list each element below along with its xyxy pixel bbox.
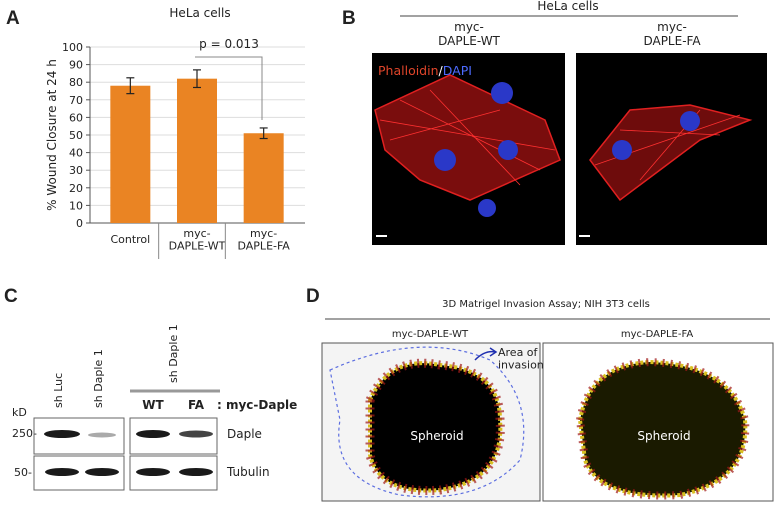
marker-label: 250-: [12, 427, 37, 440]
y-axis-label: % Wound Closure at 24 h: [45, 59, 59, 211]
y-tick-label: 0: [76, 217, 83, 230]
y-tick-label: 20: [69, 182, 83, 195]
protein-label: Tubulin: [226, 465, 270, 479]
y-tick-label: 50: [69, 129, 83, 142]
panel-label: A: [6, 8, 20, 29]
panel-title: 3D Matrigel Invasion Assay; NIH 3T3 cell…: [442, 299, 650, 310]
y-tick-label: 30: [69, 164, 83, 177]
unit-label: kD: [12, 406, 27, 419]
x-tick-label: Control: [110, 233, 150, 246]
error-bar: [193, 69, 201, 89]
y-tick-label: 40: [69, 147, 83, 160]
construct-label: : myc-Daple: [217, 398, 297, 412]
x-tick-label: myc-DAPLE-WT: [169, 227, 226, 253]
stain-label: /: [439, 63, 444, 78]
column-label: myc-DAPLE-WT: [438, 20, 500, 48]
lane-label: sh Luc: [52, 373, 65, 408]
panel-label: D: [306, 286, 320, 307]
significance-bracket: [195, 56, 263, 120]
lane-label: sh Daple 1: [167, 324, 180, 383]
stain-label: Phalloidin: [378, 63, 439, 78]
error-bar: [126, 77, 135, 95]
construct-label: WT: [142, 398, 164, 412]
lane-label: sh Daple 1: [92, 349, 105, 408]
y-tick-label: 60: [69, 111, 83, 124]
bar: [177, 78, 217, 224]
panel-label: B: [342, 8, 356, 29]
y-tick-label: 70: [69, 94, 83, 107]
bar: [243, 133, 284, 223]
y-tick-label: 10: [69, 199, 83, 212]
invasion-image: [321, 342, 774, 502]
y-tick-label: 100: [62, 41, 83, 54]
marker-label: 50-: [14, 466, 32, 479]
x-tick-label: myc-DAPLE-FA: [238, 227, 291, 253]
spheroid-label: Spheroid: [410, 429, 463, 443]
error-bar: [259, 127, 268, 140]
y-tick-label: 90: [69, 59, 83, 72]
panel-title: HeLa cells: [537, 0, 598, 13]
column-label: myc-DAPLE-FA: [643, 20, 701, 48]
stain-legend: Phalloidin/DAPI: [378, 63, 472, 78]
chart-title: HeLa cells: [169, 6, 230, 20]
column-label: myc-DAPLE-WT: [392, 329, 469, 340]
blot: [33, 417, 218, 491]
spheroid-label: Spheroid: [637, 429, 690, 443]
bar-chart: 0 10 20 30 40 50 60 70 80 90 100 Control myc-DAPLE-W…: [62, 41, 305, 259]
y-tick-label: 80: [69, 76, 83, 89]
construct-label: FA: [188, 398, 205, 412]
bar: [110, 85, 151, 223]
stain-label: DAPI: [443, 63, 472, 78]
panel-label: C: [4, 286, 18, 307]
protein-label: Daple: [227, 427, 262, 441]
micrograph: [372, 53, 767, 245]
column-label: myc-DAPLE-FA: [621, 329, 693, 340]
invasion-annotation: Area of invasion: [498, 346, 544, 372]
p-value: p = 0.013: [199, 37, 259, 51]
